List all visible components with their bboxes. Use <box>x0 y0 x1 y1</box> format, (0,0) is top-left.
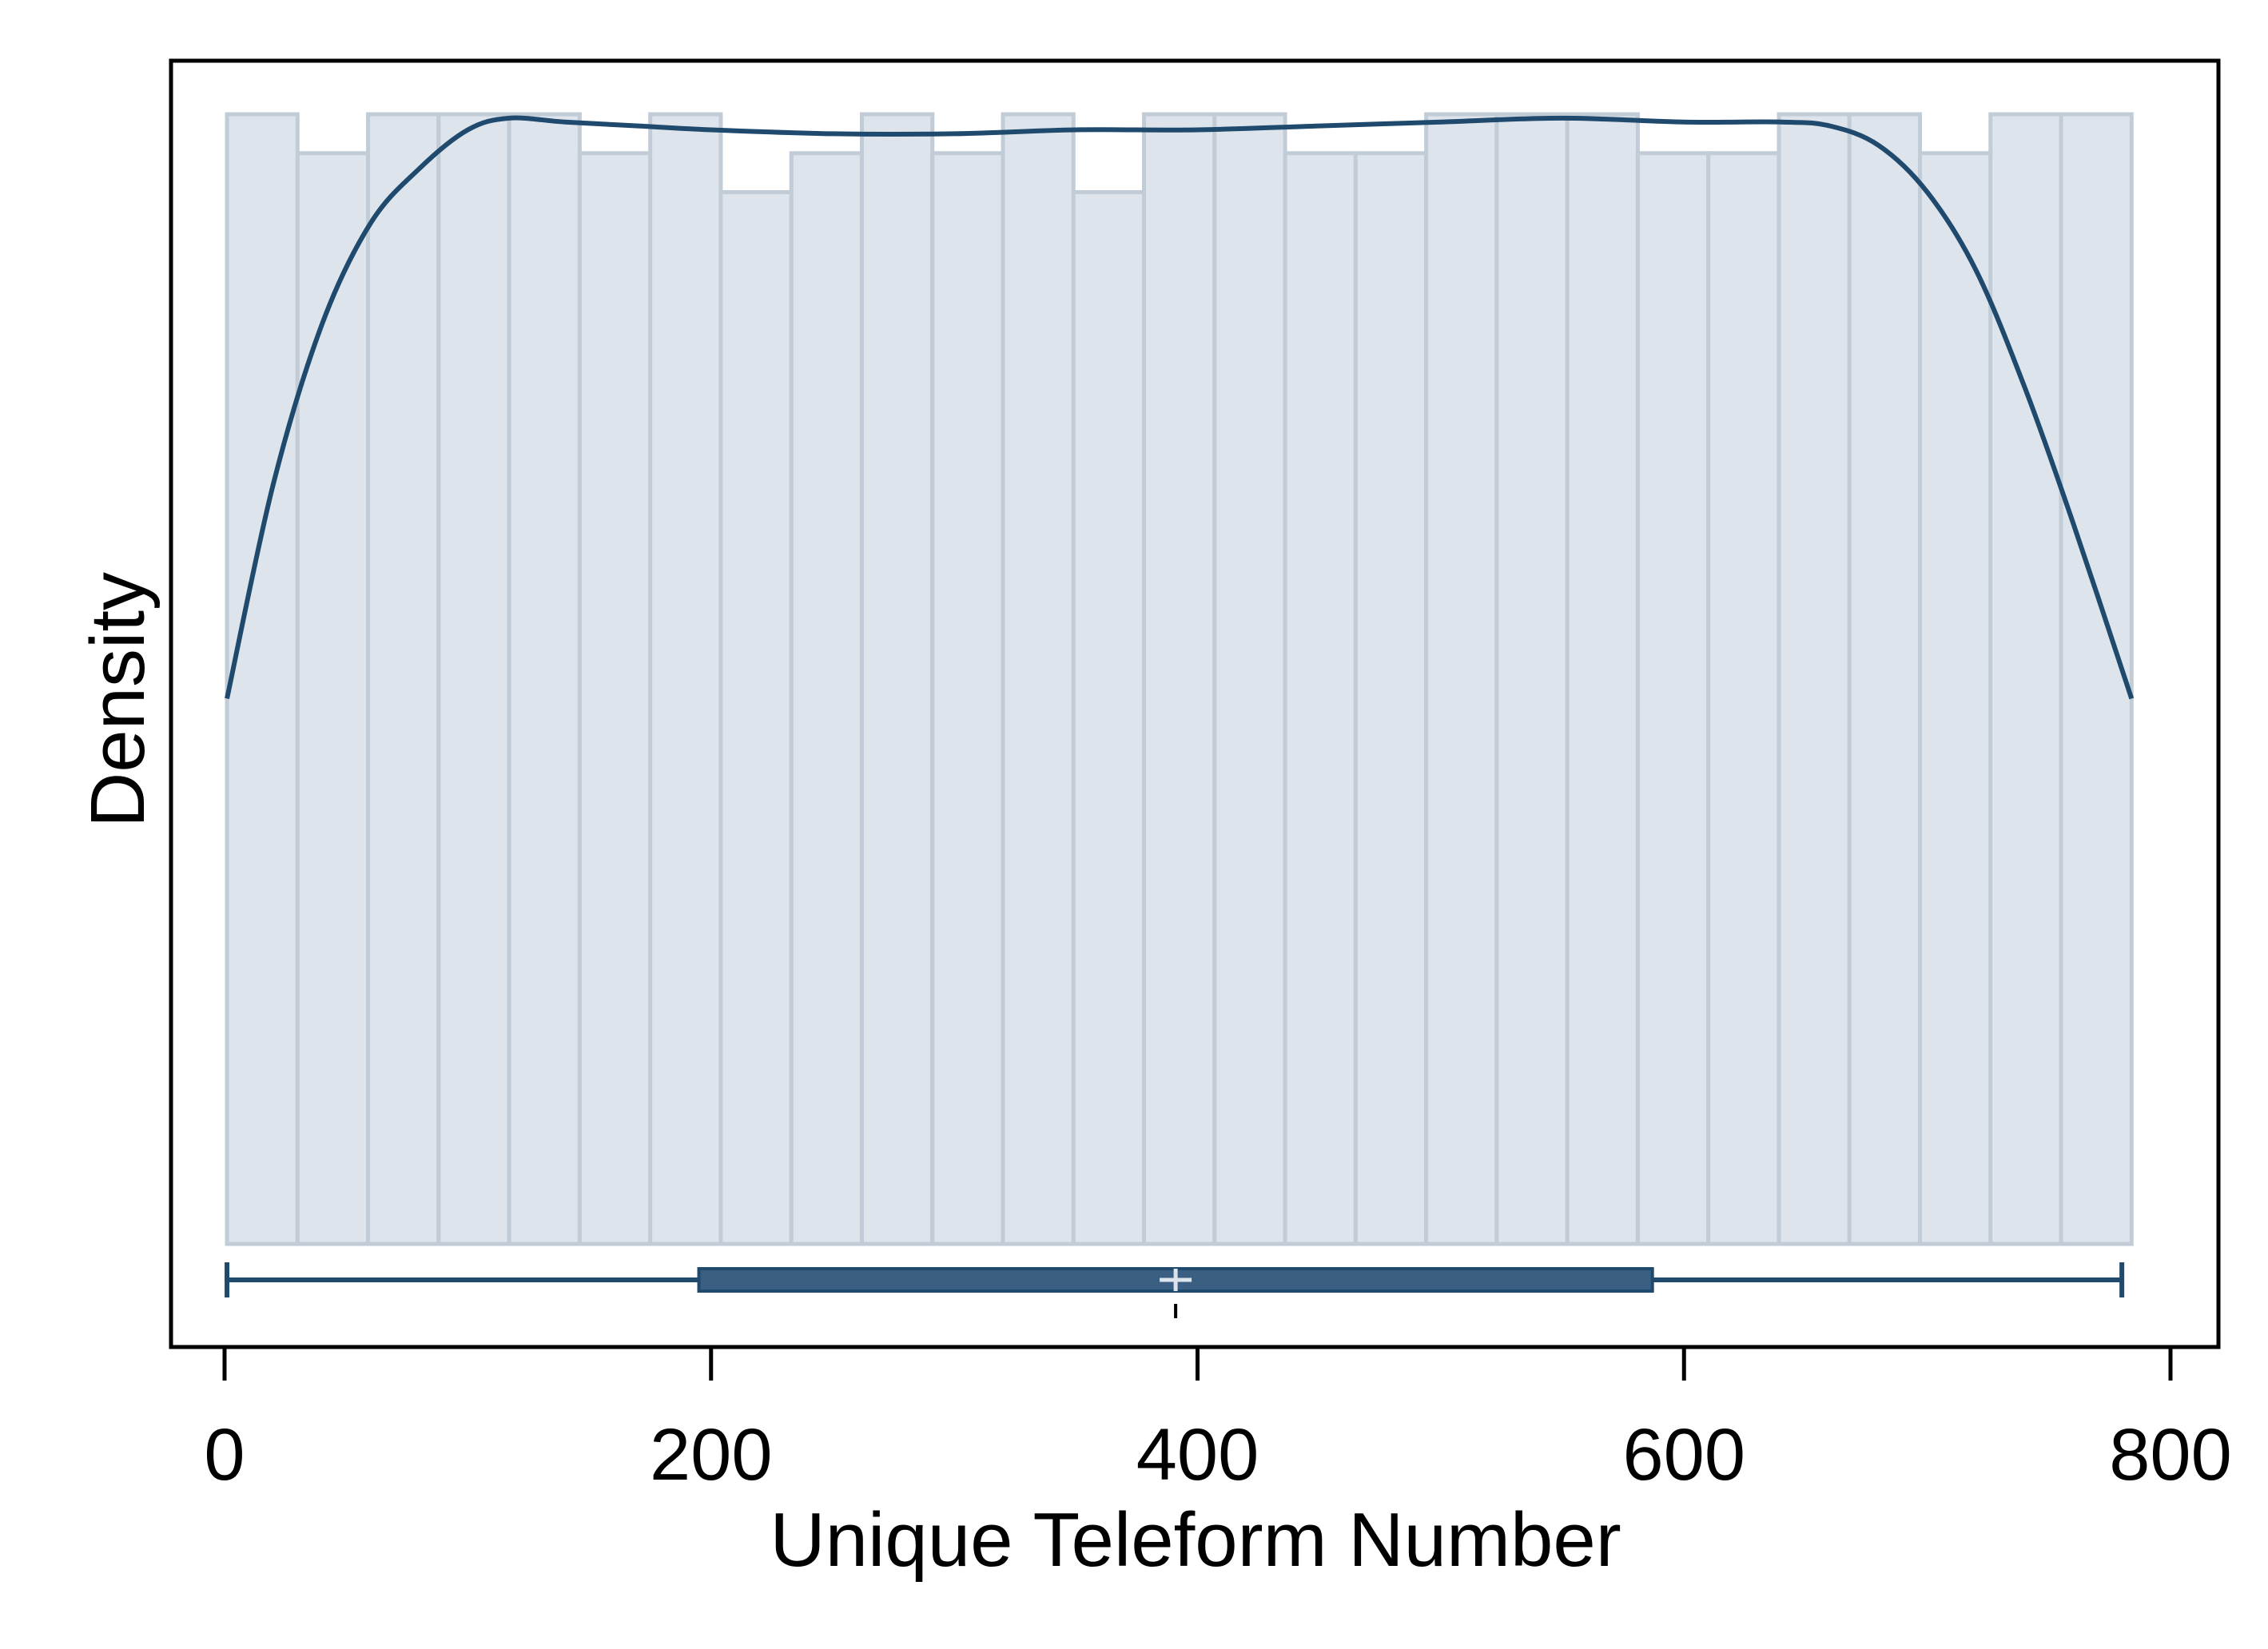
y-axis-title: Density <box>75 572 161 828</box>
boxplot-layer <box>225 1262 2125 1318</box>
histogram-bar <box>577 151 653 1246</box>
histogram-bar <box>789 151 864 1246</box>
histogram-bar <box>1917 151 1993 1246</box>
x-axis-title: Unique Teleform Number <box>770 1497 1621 1583</box>
histogram-bar <box>436 112 511 1246</box>
histogram-bar <box>930 151 1005 1246</box>
histogram-bar <box>1706 151 1781 1246</box>
histogram-bar <box>1494 112 1570 1246</box>
histogram-bar <box>1847 112 1922 1246</box>
x-tick-label: 600 <box>1623 1414 1746 1496</box>
histogram-bar <box>295 151 371 1246</box>
histogram-bars <box>225 112 2134 1246</box>
histogram-bar <box>366 112 441 1246</box>
histogram-bar <box>1635 151 1711 1246</box>
kde-curve <box>225 115 2135 700</box>
histogram-bar <box>648 112 723 1246</box>
histogram-bar <box>1565 112 1640 1246</box>
plot-frame <box>169 58 2221 1349</box>
histogram-bar <box>1283 151 1358 1246</box>
histogram-bar <box>1142 112 1217 1246</box>
histogram-bar <box>2059 112 2134 1246</box>
x-tick-label: 800 <box>2109 1414 2232 1496</box>
histogram-bar <box>1001 112 1076 1246</box>
kde-curve-layer <box>225 115 2135 700</box>
histogram-bar <box>1424 112 1499 1246</box>
histogram-bar <box>1353 151 1429 1246</box>
x-axis: 0 200 400 600 800 <box>204 1347 2232 1496</box>
histogram-bar <box>1212 112 1287 1246</box>
histogram-bar <box>225 112 300 1246</box>
histogram-bar <box>507 112 582 1246</box>
histogram-bar <box>718 190 794 1246</box>
x-tick-label: 400 <box>1136 1414 1259 1496</box>
histogram-bar <box>1071 190 1147 1246</box>
histogram-bar <box>1988 112 2063 1246</box>
x-tick-label: 0 <box>204 1414 245 1496</box>
x-tick-label: 200 <box>650 1414 773 1496</box>
histogram-bar <box>859 112 935 1246</box>
histogram-bar <box>1777 112 1852 1246</box>
